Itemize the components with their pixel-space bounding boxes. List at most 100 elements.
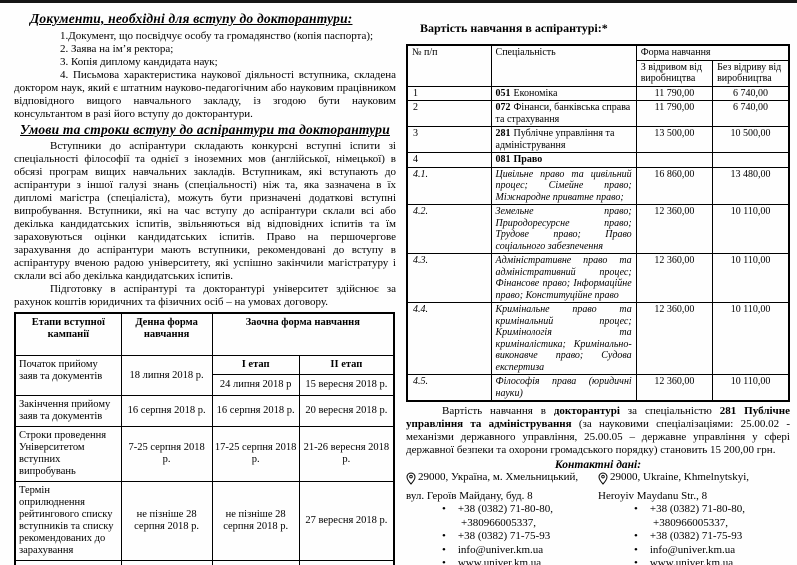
stage-label-cell: Терміни зарахування вступників xyxy=(14,560,122,565)
price-cell: 10 110,00 xyxy=(712,374,790,402)
specialty-name: Публічне управління та адміністрування xyxy=(495,128,615,151)
phone-number: +380966005337, xyxy=(461,516,536,529)
specialty-code: 081 xyxy=(495,154,511,165)
docs-list-item-3: 3. Копія диплому кандидата наук; xyxy=(60,56,218,68)
price-cell xyxy=(635,152,714,168)
table-row: 4.3. Адміністративне право та адміністра… xyxy=(406,253,790,303)
conditions-paragraph: Вступники до аспірантури складають конку… xyxy=(14,140,396,282)
price-cell: 11 790,00 xyxy=(635,100,714,127)
price-table: № п/п Спеціальність Форма навчання З від… xyxy=(406,44,790,402)
table-row: Терміни зарахування вступників не пізніш… xyxy=(14,560,395,565)
docs-heading: Документи, необхідні для вступу до докто… xyxy=(30,11,353,26)
table-row: 1 051 Економіка 11 790,00 6 740,00 xyxy=(406,85,790,101)
price-cell: 12 360,00 xyxy=(635,302,714,375)
date-cell: 21-26 вересня 2018 р. xyxy=(298,426,395,482)
bullet-icon: • xyxy=(442,543,446,556)
location-pin-icon xyxy=(406,472,416,490)
price-cell: 10 110,00 xyxy=(712,302,790,375)
specialty-column-header: Спеціальність xyxy=(490,44,637,87)
stage-label-cell: Початок прийому заяв та документів xyxy=(14,355,122,396)
price-cell xyxy=(712,152,790,168)
date-cell: не пізніше 28 серпня 2018 р. xyxy=(120,481,213,561)
number-cell: 2 xyxy=(406,100,492,127)
table-row: 3 281 Публічне управління та адмініструва… xyxy=(406,126,790,153)
specialty-name: Економіка xyxy=(513,87,558,99)
schedule-table: Етапи вступної кампанії Денна форма навч… xyxy=(14,312,395,565)
bullet-icon: • xyxy=(634,503,638,515)
phone-number: +38 (0382) 71-80-80, xyxy=(649,503,745,515)
number-cell: 4.5. xyxy=(406,374,492,402)
bullet-icon: • xyxy=(634,557,638,565)
address-line2: Heroyiv Maydanu Str., 8 xyxy=(598,489,708,502)
table-row: Термін оприлюднення рейтингового списку … xyxy=(14,481,395,561)
stage-label-cell: Строки проведення Університетом вступних… xyxy=(14,426,122,482)
specialty-cell: Філософія права (юридичні науки) xyxy=(490,374,637,402)
price-cell: 13 480,00 xyxy=(712,166,790,205)
table-row: 2 072 Фінанси, банківська справа та страх… xyxy=(406,100,790,127)
specialty-cell: Земельне право; Природоресурсне право; Т… xyxy=(490,204,637,254)
form-column-header: Форма навчання xyxy=(635,44,790,61)
specialty-cell: Кримінальне право та кримінальний процес… xyxy=(490,302,637,375)
contacts-block-ua: 29000, Україна, м. Хмельницький, вул. Ге… xyxy=(406,471,598,565)
date-cell: 27 вересня 2018 р. xyxy=(298,481,395,561)
specialty-name: Фінанси, банківська справа та страхуванн… xyxy=(495,102,631,125)
stage-label-cell: Термін оприлюднення рейтингового списку … xyxy=(14,481,122,561)
number-cell: 4.2. xyxy=(406,204,492,254)
bullet-icon: • xyxy=(442,557,446,565)
price-cell: 10 500,00 xyxy=(712,126,790,153)
number-cell: 4 xyxy=(406,152,492,168)
email-address: info@univer.km.ua xyxy=(649,543,736,556)
price-cell: 6 740,00 xyxy=(712,100,790,127)
price-cell: 12 360,00 xyxy=(635,204,714,254)
website-address: www.univer.km.ua xyxy=(649,557,734,565)
table-row: 4.5. Філософія права (юридичні науки) 12… xyxy=(406,374,790,402)
funding-paragraph: Підготовку в аспірантурі та докторантурі… xyxy=(14,283,396,308)
date-cell: 17-25 серпня 2018 р. xyxy=(211,426,300,482)
specialty-cell: 081 Право xyxy=(490,152,637,168)
number-cell: 4.1. xyxy=(406,166,492,205)
date-cell: 20 вересня 2018 р. xyxy=(298,395,395,427)
table-row: 24 липня 2018 р 15 вересня 2018 р. xyxy=(15,374,395,396)
date-cell: 24 липня 2018 р xyxy=(211,374,300,396)
number-cell: 1 xyxy=(406,85,492,101)
extramural-form-column-header: Заочна форма навчання xyxy=(211,312,395,356)
date-cell: 15 вересня 2018 р. xyxy=(298,374,395,396)
phone-number: +38 (0382) 71-75-93 xyxy=(457,530,551,542)
specialty-cell: 072 Фінанси, банківська справа та страхув… xyxy=(490,100,637,127)
price-cell: 10 110,00 xyxy=(712,253,790,303)
phone-number: +38 (0382) 71-75-93 xyxy=(649,530,743,542)
date-cell: не пізніше 31 серпня 2018 р. xyxy=(120,560,213,565)
bullet-icon: • xyxy=(634,530,638,542)
table-row: 4.1. Цивільне право та цивільний процес;… xyxy=(406,166,790,205)
parttime-column-header: Без відриву від виробництва xyxy=(712,59,790,87)
price-cell: 6 740,00 xyxy=(712,85,790,101)
location-pin-icon xyxy=(598,472,608,490)
specialty-code: 072 xyxy=(495,102,511,113)
number-cell: 4.4. xyxy=(406,302,492,375)
right-column: Вартість навчання в аспірантурі:* № п/п … xyxy=(398,3,797,565)
number-column-header: № п/п xyxy=(406,44,492,87)
website-address: www.univer.km.ua xyxy=(457,557,542,565)
price-cell: 12 360,00 xyxy=(635,253,714,303)
date-cell: не пізніше 28 серпня 2018 р. xyxy=(211,481,300,561)
price-heading: Вартість навчання в аспірантурі:* xyxy=(420,21,608,35)
bullet-icon: • xyxy=(634,543,638,556)
date-cell: не пізніше 31 серпня 2018 р. xyxy=(211,560,300,565)
stage2-header: ІІ етап xyxy=(298,355,395,375)
specialty-code: 281 xyxy=(495,128,511,139)
specialty-cell: Адміністративне право та адміністративни… xyxy=(490,253,637,303)
table-row: Початок прийому заяв та документів 18 ли… xyxy=(14,355,395,396)
table-row: 4 081 Право xyxy=(406,152,790,168)
table-row: Строки проведення Університетом вступних… xyxy=(14,426,395,482)
address-line1: 29000, Ukraine, Khmelnytskyi, xyxy=(610,471,750,483)
bullet-icon: • xyxy=(442,530,446,542)
contacts-section: 29000, Україна, м. Хмельницький, вул. Ге… xyxy=(406,471,790,565)
date-cell: 18 липня 2018 р. xyxy=(120,355,213,396)
contacts-block-en: 29000, Ukraine, Khmelnytskyi, Heroyiv Ma… xyxy=(598,471,790,565)
stage1-header: І етап xyxy=(211,355,300,375)
phone-number: +38 (0382) 71-80-80, xyxy=(457,503,553,515)
specialty-name: Право xyxy=(513,154,543,165)
price-cell: 13 500,00 xyxy=(635,126,714,153)
docs-list-item-4: 4. Письмова характеристика наукової діял… xyxy=(14,69,396,120)
